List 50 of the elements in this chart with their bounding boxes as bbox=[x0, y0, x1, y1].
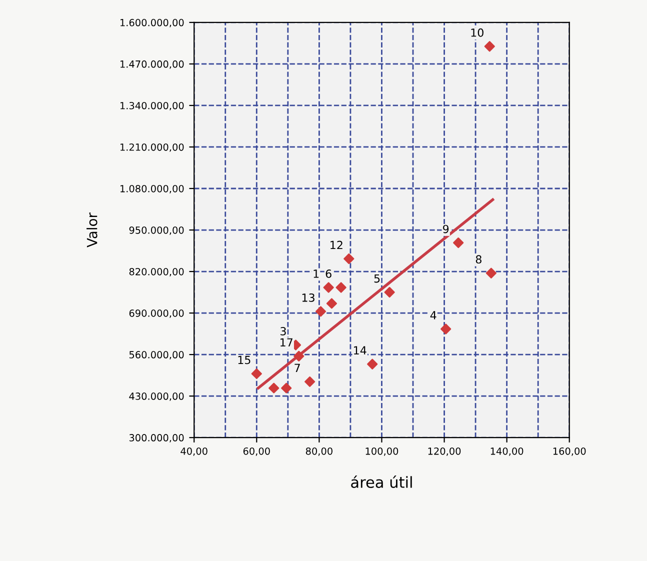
y-tick-label: 820.000,00 bbox=[129, 268, 184, 276]
annotation: 10 bbox=[471, 28, 484, 37]
point bbox=[268, 382, 280, 394]
y-tick-label: 300.000,00 bbox=[129, 434, 184, 442]
y-tick-label: 430.000,00 bbox=[129, 392, 184, 401]
point bbox=[326, 298, 337, 309]
y-tick-label: 1.080.000,00 bbox=[120, 184, 184, 194]
point bbox=[304, 376, 316, 387]
y-tick-label: 1.340.000,00 bbox=[120, 102, 184, 110]
x-tick-label: 60,00 bbox=[243, 447, 270, 456]
y-tick-label: 690.000,00 bbox=[129, 310, 184, 318]
x-tick-label: 80,00 bbox=[306, 447, 332, 456]
point bbox=[294, 350, 304, 362]
y-tick-label: 950.000,00 bbox=[129, 226, 184, 235]
x-tick-label: 40,00 bbox=[180, 447, 208, 456]
annotation: 15 bbox=[238, 356, 250, 364]
annotation: 17 bbox=[280, 338, 292, 346]
annotation: 1 bbox=[314, 270, 319, 278]
x-tick-label: 120,00 bbox=[428, 447, 461, 456]
annotation: 5 bbox=[374, 274, 380, 283]
y-tick-label: 560.000,00 bbox=[129, 351, 184, 360]
point bbox=[440, 324, 452, 334]
point bbox=[384, 286, 395, 298]
y-axis-title: Valor bbox=[86, 212, 98, 248]
annotation: 12 bbox=[330, 240, 342, 250]
x-tick-label: 100,00 bbox=[366, 447, 398, 456]
y-tick-label: 1.210.000,00 bbox=[120, 143, 184, 152]
y-tick-label: 1.600.000,00 bbox=[120, 18, 184, 28]
point bbox=[281, 382, 292, 394]
annotation: 6 bbox=[326, 270, 332, 278]
annotation: 8 bbox=[476, 255, 482, 264]
annotation: 9 bbox=[443, 224, 449, 234]
point bbox=[486, 268, 496, 278]
point bbox=[336, 282, 346, 293]
annotation: 13 bbox=[302, 293, 314, 302]
annotation: 14 bbox=[354, 346, 366, 354]
x-tick-label: 160,00 bbox=[553, 447, 586, 456]
point bbox=[315, 306, 326, 317]
point bbox=[251, 368, 262, 380]
point bbox=[344, 253, 354, 264]
x-axis-title: área útil bbox=[351, 476, 412, 488]
point bbox=[484, 41, 495, 52]
annotation: 7 bbox=[294, 364, 300, 372]
point bbox=[367, 358, 378, 370]
y-tick-label: 1.470.000,00 bbox=[120, 60, 184, 69]
annotation: 4 bbox=[430, 311, 436, 320]
x-tick-label: 140,00 bbox=[490, 447, 524, 456]
point bbox=[323, 282, 334, 293]
annotation: 3 bbox=[280, 327, 286, 336]
point bbox=[453, 237, 464, 248]
